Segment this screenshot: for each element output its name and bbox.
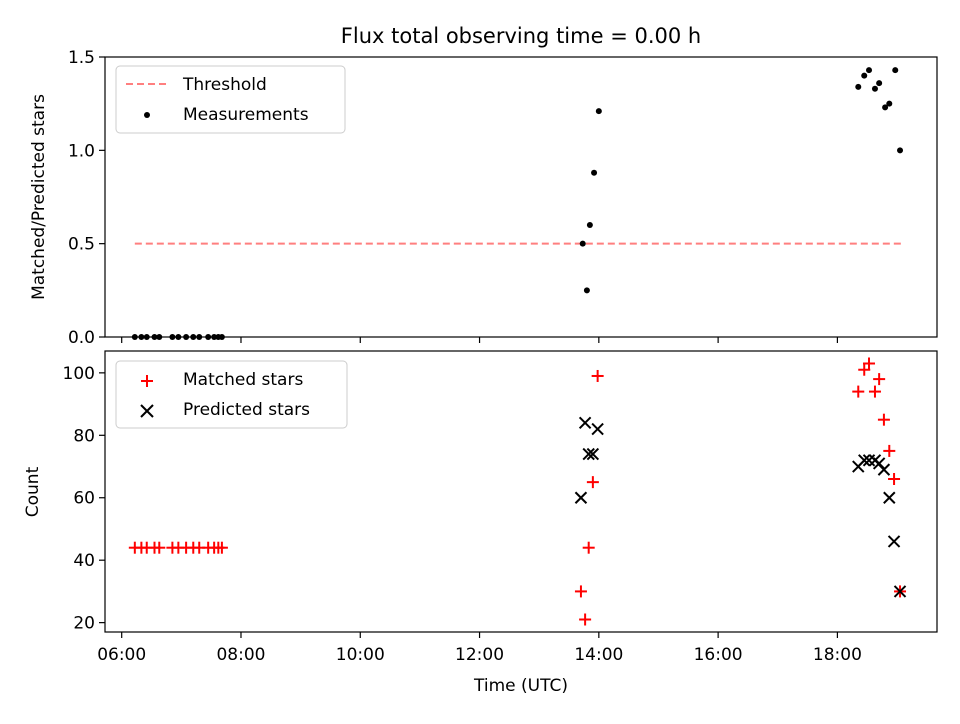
top-plot: 0.0 0.5 1.0 1.5 Matched/Predicted stars Thr… xyxy=(29,48,938,348)
measurements-point xyxy=(866,67,873,74)
matched-stars-point xyxy=(586,476,599,489)
measurements-point xyxy=(579,240,586,247)
bottom-y-tick-label: 20 xyxy=(73,614,95,634)
chart-title: Flux total observing time = 0.00 h xyxy=(341,24,701,48)
top-legend-box xyxy=(115,65,346,134)
legend-measurements-label: Measurements xyxy=(183,105,309,125)
x-tick-label: 12:00 xyxy=(455,645,504,665)
top-legend: Threshold Measurements xyxy=(115,65,346,134)
measurements-point xyxy=(861,72,868,79)
measurements-point xyxy=(205,334,212,340)
x-tick-label: 14:00 xyxy=(574,645,623,665)
measurements-point xyxy=(175,334,182,340)
top-y-tick-label: 0.0 xyxy=(68,328,95,348)
matched-stars-point xyxy=(582,541,595,554)
measurements-point xyxy=(211,334,218,340)
bottom-y-tick-label: 40 xyxy=(73,551,95,571)
predicted-stars-point xyxy=(578,416,592,430)
top-y-ticks: 0.0 0.5 1.0 1.5 xyxy=(68,48,105,348)
bottom-y-tick-label: 80 xyxy=(73,426,95,446)
top-y-tick-label: 0.5 xyxy=(68,235,95,255)
measurements-point xyxy=(591,169,598,176)
matched-stars-point xyxy=(153,541,166,554)
measurements-point xyxy=(897,147,904,154)
x-tick-label: 06:00 xyxy=(97,645,146,665)
measurements-point xyxy=(855,83,862,90)
matched-stars-point xyxy=(574,585,587,598)
bottom-y-axis-label: Count xyxy=(23,466,43,517)
matched-stars-point xyxy=(868,385,881,398)
bottom-plot: 20 40 60 80 100 06:00 08:00 10:00 12:00 14:00 16:… xyxy=(23,350,938,696)
measurements-point xyxy=(151,334,158,340)
top-plot-frame xyxy=(104,56,938,338)
legend-measurements-swatch xyxy=(144,112,150,118)
measurements-point xyxy=(876,80,883,87)
matched-stars-point xyxy=(591,369,604,382)
measurements-point xyxy=(169,334,176,340)
x-axis-label: Time (UTC) xyxy=(473,676,568,696)
measurements-point xyxy=(183,334,190,340)
predicted-stars-point xyxy=(893,585,907,598)
bottom-legend: Matched stars Predicted stars xyxy=(115,360,348,429)
matched-stars-point xyxy=(215,541,228,554)
matched-stars-point xyxy=(888,473,901,486)
predicted-stars-point xyxy=(586,447,600,461)
matched-stars-point xyxy=(858,363,871,376)
legend-matched-label: Matched stars xyxy=(183,370,303,390)
measurements-point xyxy=(892,67,899,74)
predicted-stars-point xyxy=(887,535,901,548)
measurements-point xyxy=(871,85,878,92)
measurements-point xyxy=(143,334,150,340)
top-y-tick-label: 1.5 xyxy=(68,48,95,68)
measurements-point xyxy=(196,334,203,340)
matched-stars-point xyxy=(873,373,886,386)
bottom-y-tick-label: 60 xyxy=(73,489,95,509)
matched-stars-point xyxy=(883,444,896,457)
measurements-point xyxy=(595,108,602,115)
legend-predicted-label: Predicted stars xyxy=(183,400,310,420)
predicted-stars-point xyxy=(877,463,891,476)
bottom-y-ticks: 20 40 60 80 100 xyxy=(63,364,105,634)
measurements-point xyxy=(882,104,889,111)
top-y-tick-label: 1.0 xyxy=(68,141,95,161)
matched-stars-point xyxy=(877,413,890,426)
top-series xyxy=(131,67,904,340)
x-tick-label: 10:00 xyxy=(336,645,385,665)
predicted-stars-point xyxy=(858,454,871,467)
predicted-stars-point xyxy=(883,491,896,504)
x-tick-label: 08:00 xyxy=(216,645,265,665)
measurements-point xyxy=(586,222,593,228)
bottom-legend-box xyxy=(115,360,348,429)
measurements-point xyxy=(131,334,138,340)
predicted-stars-point xyxy=(591,422,604,436)
measurements-point xyxy=(190,334,197,340)
top-y-axis-label: Matched/Predicted stars xyxy=(29,94,49,300)
x-tick-label: 16:00 xyxy=(694,645,743,665)
bottom-y-tick-label: 100 xyxy=(63,364,95,384)
bottom-x-ticks: 06:00 08:00 10:00 12:00 14:00 16:00 18:00 xyxy=(97,632,862,665)
predicted-stars-point xyxy=(872,457,886,470)
matched-stars-point xyxy=(852,385,865,398)
legend-predicted-swatch xyxy=(140,404,154,418)
legend-threshold-label: Threshold xyxy=(182,75,267,95)
measurements-point xyxy=(138,334,145,340)
top-x-ticks xyxy=(121,337,838,343)
measurements-point xyxy=(156,334,163,340)
predicted-stars-point xyxy=(574,491,588,504)
bottom-series xyxy=(128,357,907,626)
measurements-point xyxy=(583,287,590,294)
measurements-point xyxy=(218,334,225,340)
measurements-point xyxy=(886,100,893,107)
matched-stars-point xyxy=(863,357,876,370)
matched-stars-point xyxy=(579,613,592,626)
legend-matched-swatch xyxy=(141,375,153,387)
predicted-stars-point xyxy=(582,447,595,461)
x-tick-label: 18:00 xyxy=(813,645,862,665)
bottom-plot-frame xyxy=(104,350,938,633)
